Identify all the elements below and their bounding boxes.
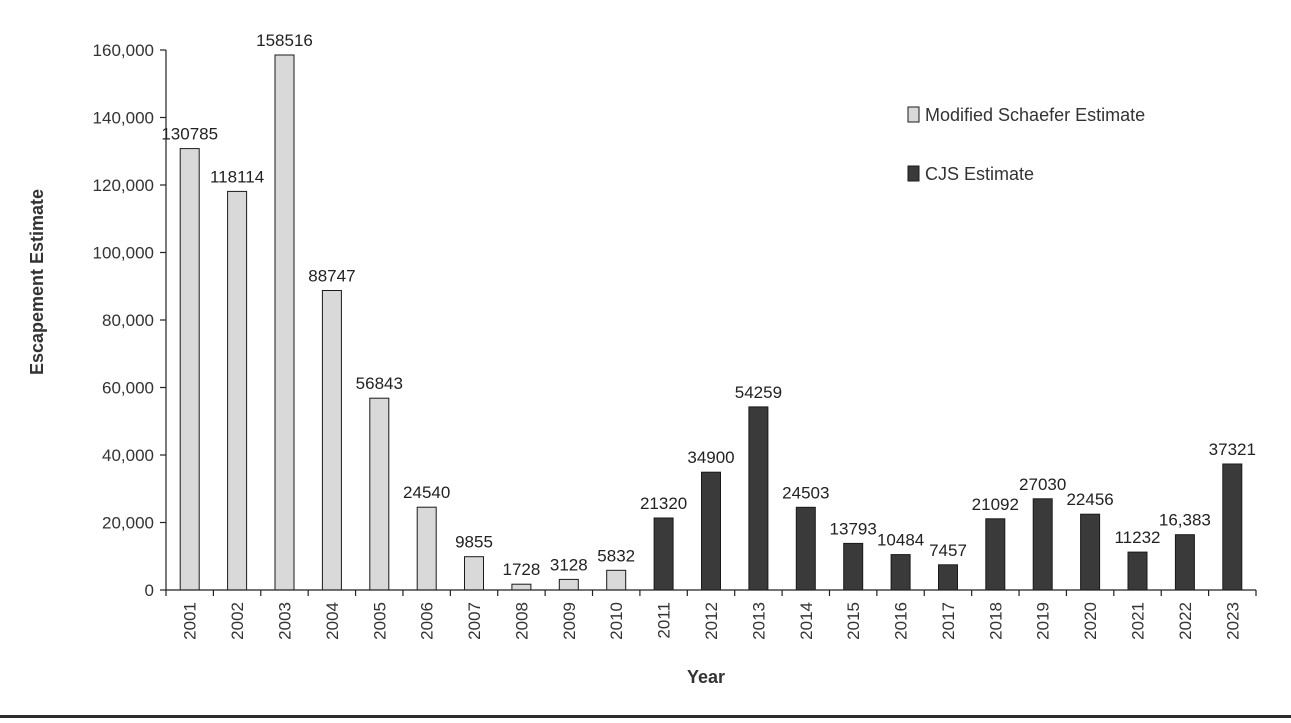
bar-2005 — [369, 397, 390, 591]
bar-2008 — [511, 583, 532, 591]
data-label-2009: 3128 — [550, 555, 588, 574]
x-tick-label: 2010 — [607, 602, 626, 640]
x-tick-label: 2022 — [1176, 602, 1195, 640]
x-tick-label: 2001 — [181, 602, 200, 640]
y-tick-label: 120,000 — [93, 176, 154, 195]
data-label-2005: 56843 — [356, 374, 403, 393]
x-tick-label: 2013 — [749, 602, 768, 640]
y-tick-label: 60,000 — [102, 379, 154, 398]
data-label-2007: 9855 — [455, 533, 493, 552]
data-label-2023: 37321 — [1209, 440, 1256, 459]
data-label-2015: 13793 — [830, 519, 877, 538]
data-label-2004: 88747 — [308, 267, 355, 286]
x-tick-label: 2006 — [418, 602, 437, 640]
data-label-2018: 21092 — [972, 495, 1019, 514]
axes-layer: 0 20,000 40,000 60,000 80,000 100,000 120,000 1… — [93, 41, 1257, 640]
data-label-2013: 54259 — [735, 383, 782, 402]
x-tick-label: 2015 — [844, 602, 863, 640]
x-tick-label: 2019 — [1034, 602, 1053, 640]
y-tick-label: 80,000 — [102, 311, 154, 330]
x-tick-label: 2008 — [512, 602, 531, 640]
x-tick-label: 2004 — [323, 602, 342, 640]
data-label-2011: 21320 — [640, 494, 687, 513]
data-label-2001: 130785 — [161, 125, 218, 144]
y-tick-label: 20,000 — [102, 514, 154, 533]
data-label-2006: 24540 — [403, 483, 450, 502]
bar-2016 — [890, 554, 911, 591]
x-tick-label: 2003 — [276, 602, 295, 640]
bar-2017 — [938, 564, 958, 591]
data-label-2022: 16,383 — [1159, 511, 1211, 530]
bar-2001 — [179, 148, 200, 591]
bar-2011 — [653, 517, 674, 591]
x-tick-label: 2011 — [655, 602, 674, 639]
y-axis-title: Escapement Estimate — [27, 189, 47, 375]
x-tick-label: 2020 — [1081, 602, 1100, 640]
bar-2013 — [748, 406, 769, 591]
labels-layer: 130785 118114 158516 88747 56843 24540 9855 172… — [161, 31, 1256, 579]
x-tick-label: 2023 — [1223, 602, 1242, 640]
bar-2009 — [558, 578, 579, 591]
data-label-2010: 5832 — [597, 546, 635, 565]
data-label-2002: 118114 — [210, 167, 264, 186]
legend: Modified Schaefer Estimate CJS Estimate — [907, 105, 1145, 184]
data-label-2008: 1728 — [502, 560, 540, 579]
bar-2022 — [1174, 534, 1195, 591]
bar-2015 — [843, 542, 864, 591]
bar-2012 — [701, 471, 721, 591]
data-label-2020: 22456 — [1066, 490, 1113, 509]
bar-2014 — [795, 506, 816, 591]
x-tick-label: 2002 — [228, 602, 247, 640]
data-label-2016: 10484 — [877, 531, 924, 550]
data-label-2021: 11232 — [1114, 528, 1160, 547]
bar-2021 — [1127, 551, 1148, 591]
x-axis-title: Year — [687, 667, 725, 687]
data-label-2017: 7457 — [929, 541, 967, 560]
bar-2002 — [227, 190, 248, 591]
data-label-2019: 27030 — [1019, 475, 1066, 494]
x-tick-label: 2012 — [702, 602, 721, 640]
y-tick-label: 100,000 — [93, 244, 154, 263]
x-tick-label: 2016 — [892, 602, 911, 640]
legend-swatch — [907, 165, 920, 182]
data-label-2003: 158516 — [256, 31, 313, 50]
x-tick-label: 2009 — [560, 602, 579, 640]
x-tick-label: 2014 — [797, 602, 816, 640]
bar-2010 — [606, 569, 627, 591]
x-tick-label: 2017 — [939, 602, 958, 640]
bottom-divider — [0, 715, 1291, 718]
y-tick-label: 140,000 — [93, 109, 154, 128]
bar-2023 — [1222, 463, 1243, 591]
bars-layer — [179, 54, 1243, 591]
data-label-2014: 24503 — [782, 483, 829, 502]
bar-2006 — [416, 506, 437, 591]
legend-label: CJS Estimate — [925, 164, 1034, 184]
legend-swatch — [907, 106, 920, 123]
x-tick-label: 2005 — [370, 602, 389, 640]
y-tick-label: 0 — [145, 581, 154, 600]
bar-2020 — [1080, 513, 1101, 591]
bar-2019 — [1032, 498, 1053, 591]
x-tick-label: 2021 — [1129, 602, 1148, 640]
legend-label: Modified Schaefer Estimate — [925, 105, 1145, 125]
bar-2003 — [274, 54, 295, 591]
x-tick-label: 2007 — [465, 602, 484, 640]
y-tick-label: 160,000 — [93, 41, 154, 60]
y-tick-label: 40,000 — [102, 446, 154, 465]
bar-2018 — [985, 518, 1006, 591]
data-label-2012: 34900 — [687, 448, 734, 467]
x-tick-label: 2018 — [986, 602, 1005, 640]
bar-2004 — [321, 290, 342, 591]
bar-2007 — [464, 556, 484, 591]
